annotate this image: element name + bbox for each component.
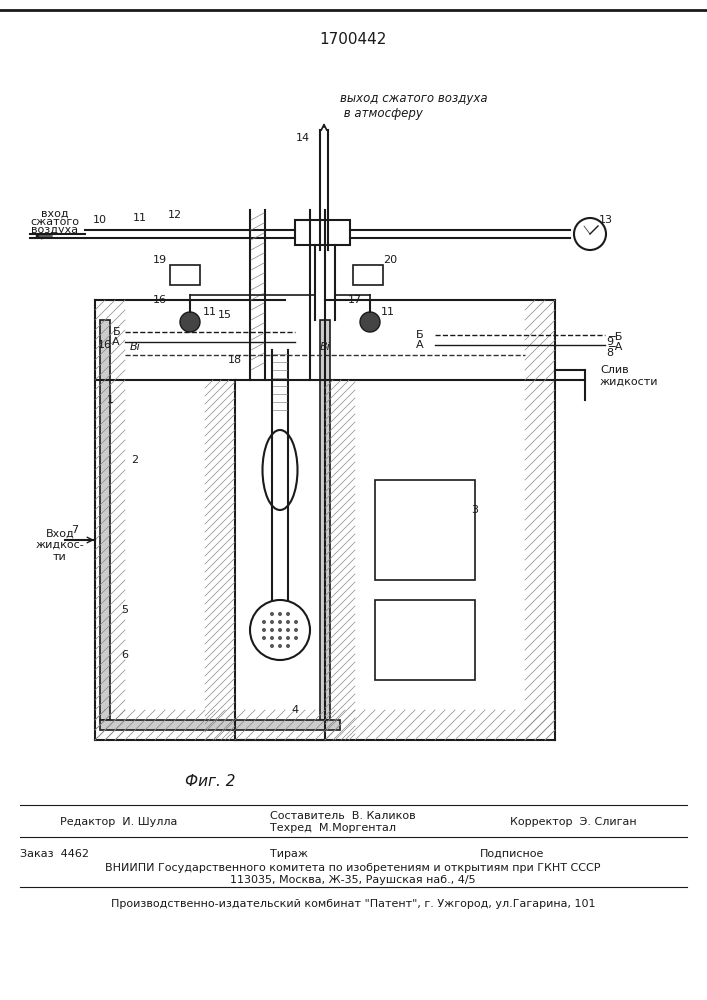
Text: 18: 18	[228, 355, 242, 365]
Circle shape	[278, 628, 282, 632]
Text: 5: 5	[122, 605, 129, 615]
Text: Корректор  Э. Слиган: Корректор Э. Слиган	[510, 817, 636, 827]
Text: Bi: Bi	[320, 342, 331, 352]
Text: 4: 4	[291, 705, 298, 715]
Text: Фиг. 2: Фиг. 2	[185, 774, 235, 790]
Text: Б: Б	[416, 330, 423, 340]
Text: Составитель  В. Каликов: Составитель В. Каликов	[270, 811, 416, 821]
Text: 113035, Москва, Ж-35, Раушская наб., 4/5: 113035, Москва, Ж-35, Раушская наб., 4/5	[230, 875, 476, 885]
Circle shape	[180, 312, 200, 332]
Text: 12: 12	[168, 210, 182, 220]
Circle shape	[262, 620, 266, 624]
Text: Производственно-издательский комбинат "Патент", г. Ужгород, ул.Гагарина, 101: Производственно-издательский комбинат "П…	[111, 899, 595, 909]
Bar	[353, 265, 383, 285]
Circle shape	[574, 218, 606, 250]
Circle shape	[262, 636, 266, 640]
Bar	[295, 220, 350, 245]
Bar	[320, 320, 330, 720]
Text: Б: Б	[112, 327, 120, 337]
Circle shape	[278, 620, 282, 624]
Circle shape	[262, 628, 266, 632]
Text: вход: вход	[41, 209, 69, 219]
Text: 2: 2	[132, 455, 139, 465]
Text: А: А	[112, 337, 120, 347]
Text: 11: 11	[133, 213, 147, 223]
Text: 7: 7	[71, 525, 78, 535]
Text: 6: 6	[122, 650, 129, 660]
Circle shape	[278, 612, 282, 616]
Circle shape	[278, 644, 282, 648]
Text: 14: 14	[296, 133, 310, 143]
Bar	[375, 480, 475, 580]
Circle shape	[286, 628, 290, 632]
Text: Слив
жидкости: Слив жидкости	[600, 365, 658, 387]
Text: Заказ  4462: Заказ 4462	[20, 849, 89, 859]
Text: 16: 16	[153, 295, 167, 305]
Text: выход сжатого воздуха
 в атмосферу: выход сжатого воздуха в атмосферу	[340, 92, 488, 120]
Text: ВНИИПИ Государственного комитета по изобретениям и открытиям при ГКНТ СССР: ВНИИПИ Государственного комитета по изоб…	[105, 863, 601, 873]
Text: 11: 11	[203, 307, 217, 317]
Text: ─А: ─А	[608, 342, 622, 352]
Text: Вход
жидкос-
ти: Вход жидкос- ти	[35, 528, 84, 562]
Text: 1700442: 1700442	[320, 32, 387, 47]
Circle shape	[360, 312, 380, 332]
Text: сжатого: сжатого	[30, 217, 79, 227]
Text: 13: 13	[599, 215, 613, 225]
Text: Редактор  И. Шулла: Редактор И. Шулла	[60, 817, 177, 827]
Bar	[170, 265, 200, 285]
Text: 11: 11	[381, 307, 395, 317]
Text: А: А	[416, 340, 423, 350]
Circle shape	[270, 644, 274, 648]
Circle shape	[270, 612, 274, 616]
Text: 16: 16	[98, 340, 112, 350]
Text: 10: 10	[93, 215, 107, 225]
Text: 19: 19	[153, 255, 167, 265]
Circle shape	[270, 628, 274, 632]
Text: 8: 8	[607, 348, 614, 358]
Text: 1: 1	[107, 395, 114, 405]
Text: Техред  М.Моргентал: Техред М.Моргентал	[270, 823, 396, 833]
Circle shape	[286, 612, 290, 616]
Bar	[375, 600, 475, 680]
Circle shape	[294, 628, 298, 632]
Text: воздуха: воздуха	[31, 225, 78, 235]
Text: 20: 20	[383, 255, 397, 265]
Text: Подписное: Подписное	[480, 849, 544, 859]
Text: 15: 15	[218, 310, 232, 320]
Text: 9: 9	[607, 337, 614, 347]
Circle shape	[286, 644, 290, 648]
Text: 3: 3	[472, 505, 479, 515]
Circle shape	[286, 636, 290, 640]
Text: 17: 17	[348, 295, 362, 305]
Text: ─Б: ─Б	[608, 332, 622, 342]
Text: Тираж: Тираж	[270, 849, 308, 859]
Ellipse shape	[262, 430, 298, 510]
Circle shape	[270, 620, 274, 624]
Circle shape	[270, 636, 274, 640]
Circle shape	[278, 636, 282, 640]
Bar	[100, 720, 340, 730]
Text: Bi: Bi	[130, 342, 141, 352]
Circle shape	[294, 620, 298, 624]
Bar	[100, 320, 110, 720]
Circle shape	[294, 636, 298, 640]
Circle shape	[250, 600, 310, 660]
Circle shape	[286, 620, 290, 624]
